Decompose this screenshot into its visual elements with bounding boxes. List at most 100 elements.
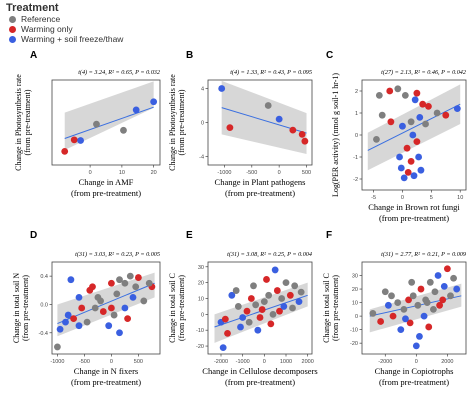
- y-tick-label: 0.4: [40, 274, 48, 280]
- data-point: [93, 120, 100, 128]
- legend-dot-warming-only: [9, 25, 16, 33]
- y-tick-label: -1: [353, 155, 358, 161]
- y-axis-label: Change in Photosynthesis rate: [168, 74, 177, 171]
- panel-letter: B: [186, 50, 193, 61]
- data-point: [105, 322, 113, 330]
- y-axis-label-sub: (from pre-treatment): [177, 275, 186, 341]
- x-tick-label: -1000: [50, 359, 64, 365]
- data-point: [121, 304, 129, 312]
- data-point: [126, 272, 134, 280]
- data-point: [405, 296, 412, 304]
- legend-title: Treatment: [6, 2, 59, 14]
- data-point: [108, 279, 115, 287]
- data-point: [387, 118, 395, 126]
- stat-annotation: t(4) = 3.24, R² = 0.65, P = 0.032: [78, 69, 160, 76]
- legend-item-warming-freeze-thaw: Warming + soil freeze/thaw: [6, 34, 123, 44]
- x-tick-label: 0: [401, 195, 404, 201]
- confidence-band: [57, 272, 155, 337]
- data-point: [394, 299, 402, 306]
- data-point: [425, 103, 432, 110]
- y-tick-label: 0: [355, 314, 358, 320]
- data-point: [443, 265, 451, 273]
- data-point: [434, 272, 442, 279]
- data-point: [433, 109, 441, 117]
- data-point: [413, 138, 421, 146]
- y-tick-label: 20: [198, 281, 204, 287]
- x-tick-label: 500: [134, 359, 143, 365]
- data-point: [245, 318, 253, 326]
- data-point: [378, 111, 386, 119]
- data-point: [369, 310, 377, 317]
- panel-a: At(4) = 3.24, R² = 0.65, P = 0.032 0 10 20 C…: [14, 50, 161, 198]
- data-point: [237, 323, 244, 331]
- fit-line: [367, 103, 461, 151]
- data-point: [232, 287, 240, 294]
- data-point: [263, 276, 270, 283]
- panel-d: Dt(31) = 3.03, R² = 0.23, P = 0.005 -1000…: [12, 230, 161, 387]
- y-tick-label: -20: [196, 344, 204, 350]
- data-point: [409, 131, 417, 139]
- data-point: [94, 293, 102, 301]
- data-point: [417, 285, 425, 293]
- data-point: [412, 342, 420, 350]
- data-point: [450, 274, 457, 282]
- x-tick-label: -2000: [214, 359, 228, 365]
- data-point: [108, 304, 115, 312]
- y-tick-label: 10: [198, 296, 204, 302]
- stat-annotation: t(31) = 2.77, R² = 0.21, P = 0.009: [381, 251, 466, 258]
- y-tick-label: 0.0: [40, 302, 48, 308]
- panel-b: Bt(4) = 1.33, R² = 0.43, P = 0.095 -1000 -…: [168, 50, 313, 198]
- data-point: [110, 311, 118, 319]
- data-point: [436, 301, 444, 309]
- data-point: [70, 315, 77, 323]
- data-point: [401, 92, 409, 99]
- x-tick-label: 10: [457, 195, 463, 201]
- data-point: [91, 304, 99, 312]
- y-tick-label: 10: [352, 301, 358, 307]
- data-point: [373, 136, 380, 143]
- data-point: [247, 295, 255, 302]
- x-tick-label: 0: [278, 170, 281, 176]
- data-point: [254, 326, 262, 334]
- data-point: [415, 153, 423, 161]
- data-point: [116, 329, 123, 337]
- x-tick-label: -500: [246, 170, 257, 176]
- data-point: [301, 137, 309, 145]
- confidence-band: [64, 81, 154, 151]
- data-point: [234, 303, 242, 310]
- data-point: [289, 126, 297, 134]
- data-point: [56, 325, 64, 333]
- data-point: [416, 114, 424, 121]
- x-tick-label: -2000: [378, 359, 392, 365]
- legend-dot-warming-freeze-thaw: [9, 35, 16, 43]
- data-point: [404, 169, 412, 176]
- panel-f: Ft(31) = 2.77, R² = 0.21, P = 0.009-2000…: [322, 230, 467, 387]
- data-point: [67, 276, 75, 284]
- data-point: [410, 172, 418, 180]
- y-axis-label-sub: (from pre-treatment): [177, 89, 186, 155]
- data-point: [409, 292, 417, 300]
- x-axis-label: Change in Brown rot fungi: [368, 202, 460, 212]
- x-tick-label: -500: [79, 359, 90, 365]
- data-point: [78, 304, 86, 312]
- x-axis-label: Change in N fixers: [74, 366, 138, 376]
- stat-annotation: t(27) = 2.13, R² = 0.46, P = 0.042: [381, 69, 466, 76]
- data-point: [400, 305, 408, 313]
- data-point: [416, 333, 423, 340]
- data-point: [265, 291, 273, 299]
- data-point: [403, 144, 411, 152]
- data-point: [420, 312, 428, 320]
- data-point: [396, 153, 403, 161]
- data-point: [77, 137, 84, 144]
- y-axis-label: Change in total soil C: [322, 273, 331, 343]
- data-point: [140, 297, 148, 305]
- data-point: [273, 287, 281, 294]
- confidence-band: [221, 80, 307, 154]
- x-axis-label: Change in Plant pathogens: [215, 177, 306, 187]
- data-point: [406, 319, 414, 327]
- y-tick-label: 0: [201, 121, 204, 127]
- data-point: [89, 283, 96, 291]
- data-point: [282, 279, 290, 287]
- x-axis-label-sub: (from pre-treatment): [379, 377, 449, 387]
- data-point: [388, 292, 395, 300]
